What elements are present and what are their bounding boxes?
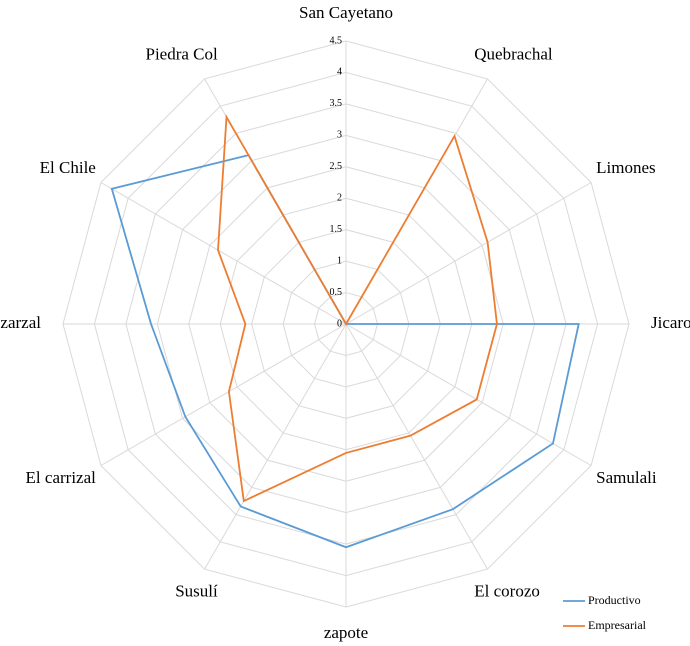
series-line [110,154,580,549]
tick-label: 0.5 [330,287,343,298]
spoke [345,323,488,570]
category-label: Piedra Col [145,44,218,63]
tick-label: 4 [337,67,342,78]
category-label: Limones [596,158,656,177]
spoke [100,182,347,325]
category-label: Quebrachal [474,44,553,63]
category-label: zapote [324,623,368,642]
spoke [100,323,347,466]
tick-label: 1.5 [330,224,343,235]
tick-label: 1 [337,255,342,266]
category-label: San Cayetano [299,3,393,22]
tick-label: 2.5 [330,161,343,172]
tick-label: 3 [337,130,342,141]
legend-label: Empresarial [588,618,647,632]
category-label: El Chile [40,158,96,177]
category-label: zarzal [0,313,41,332]
tick-label: 2 [337,193,342,204]
spoke [204,323,347,570]
tick-label: 4.5 [330,35,343,46]
category-label: El carrizal [26,468,97,487]
category-label: El corozo [474,581,540,600]
spoke [345,323,592,466]
category-label: Jicaro [651,313,690,332]
category-label: Samulali [596,468,657,487]
legend-label: Productivo [588,593,641,607]
category-label: Susulí [175,581,218,600]
series-line [217,114,498,503]
tick-label: 0 [337,318,342,329]
spoke [345,182,592,325]
tick-label: 3.5 [330,98,343,109]
